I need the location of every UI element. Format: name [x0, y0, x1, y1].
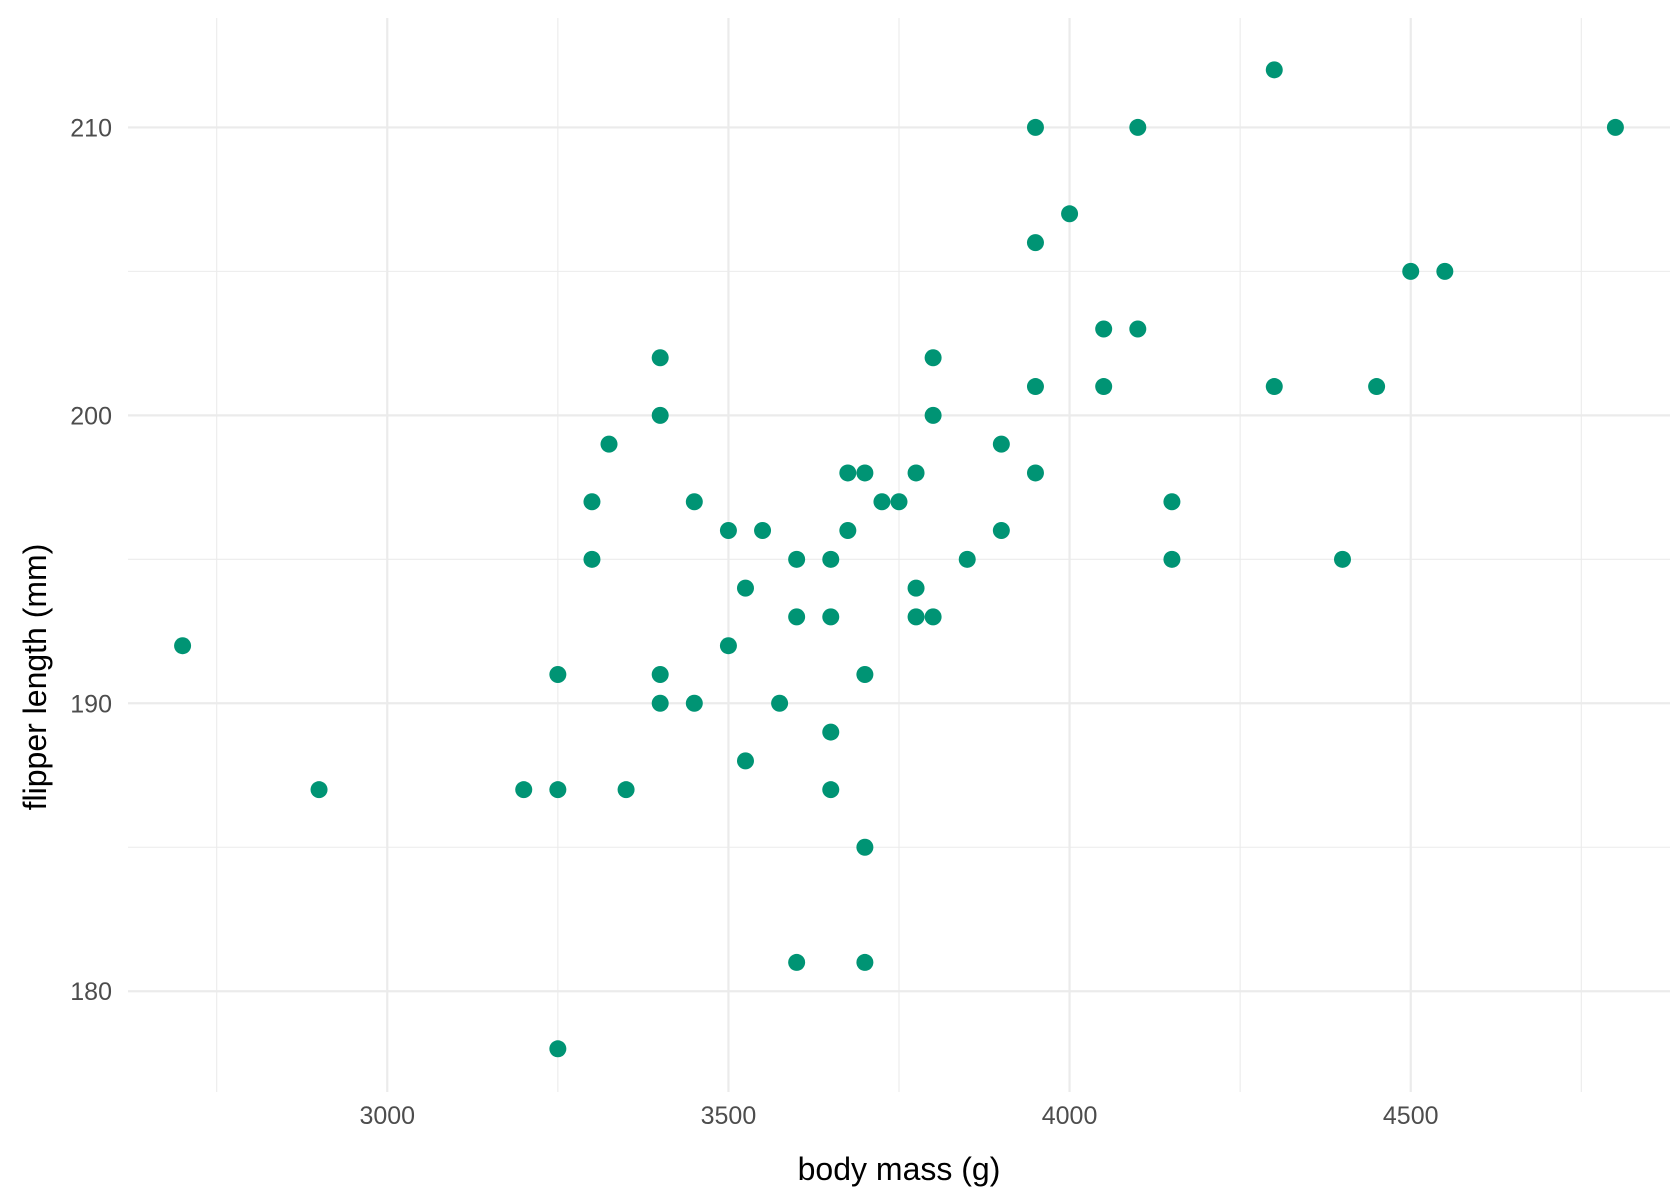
x-axis-tick-labels: 3000 3500 4000 4500 [359, 1102, 1438, 1130]
data-point [754, 522, 772, 540]
data-point [822, 723, 840, 741]
data-point [1402, 262, 1420, 280]
data-point [992, 522, 1010, 540]
data-point [924, 349, 942, 367]
data-point [549, 1040, 567, 1058]
y-axis-tick-labels: 180 190 200 210 [70, 114, 112, 1006]
x-axis-title: body mass (g) [798, 1151, 1001, 1187]
major-gridlines [128, 18, 1670, 1092]
data-point [583, 493, 601, 511]
data-point [651, 406, 669, 424]
data-point [907, 579, 925, 597]
data-point [856, 838, 874, 856]
data-point [719, 522, 737, 540]
x-tick-label: 4000 [1042, 1102, 1098, 1130]
x-tick-label: 3000 [359, 1102, 415, 1130]
data-point [839, 464, 857, 482]
data-point [1163, 493, 1181, 511]
data-point [685, 694, 703, 712]
data-point [1129, 320, 1147, 338]
data-point [174, 637, 192, 655]
data-point [907, 608, 925, 626]
data-point [958, 550, 976, 568]
data-point [549, 665, 567, 683]
x-tick-label: 3500 [701, 1102, 757, 1130]
y-tick-label: 190 [70, 690, 112, 718]
data-point [788, 953, 806, 971]
data-point [736, 752, 754, 770]
data-point [822, 608, 840, 626]
data-points [174, 61, 1624, 1058]
data-point [856, 665, 874, 683]
data-point [924, 608, 942, 626]
data-point [310, 781, 328, 799]
data-point [1095, 378, 1113, 396]
data-point [839, 522, 857, 540]
data-point [549, 781, 567, 799]
data-point [856, 953, 874, 971]
data-point [515, 781, 533, 799]
data-point [1026, 464, 1044, 482]
data-point [736, 579, 754, 597]
data-point [822, 550, 840, 568]
data-point [1026, 234, 1044, 252]
y-tick-label: 200 [70, 402, 112, 430]
data-point [719, 637, 737, 655]
data-point [617, 781, 635, 799]
data-point [822, 781, 840, 799]
data-point [1436, 262, 1454, 280]
data-point [651, 665, 669, 683]
data-point [1026, 378, 1044, 396]
data-point [685, 493, 703, 511]
data-point [1026, 118, 1044, 136]
data-point [788, 608, 806, 626]
data-point [771, 694, 789, 712]
data-point [1061, 205, 1079, 223]
minor-gridlines [128, 18, 1670, 1092]
data-point [1265, 61, 1283, 79]
data-point [873, 493, 891, 511]
data-point [1265, 378, 1283, 396]
data-point [1606, 118, 1624, 136]
data-point [651, 694, 669, 712]
data-point [924, 406, 942, 424]
y-tick-label: 180 [70, 978, 112, 1006]
data-point [600, 435, 618, 453]
data-point [856, 464, 874, 482]
y-axis-title: flipper length (mm) [17, 544, 53, 811]
data-point [1163, 550, 1181, 568]
data-point [1368, 378, 1386, 396]
data-point [583, 550, 601, 568]
data-point [1333, 550, 1351, 568]
data-point [890, 493, 908, 511]
data-point [788, 550, 806, 568]
data-point [1095, 320, 1113, 338]
x-tick-label: 4500 [1383, 1102, 1439, 1130]
data-point [907, 464, 925, 482]
data-point [651, 349, 669, 367]
data-point [992, 435, 1010, 453]
y-tick-label: 210 [70, 114, 112, 142]
data-point [1129, 118, 1147, 136]
